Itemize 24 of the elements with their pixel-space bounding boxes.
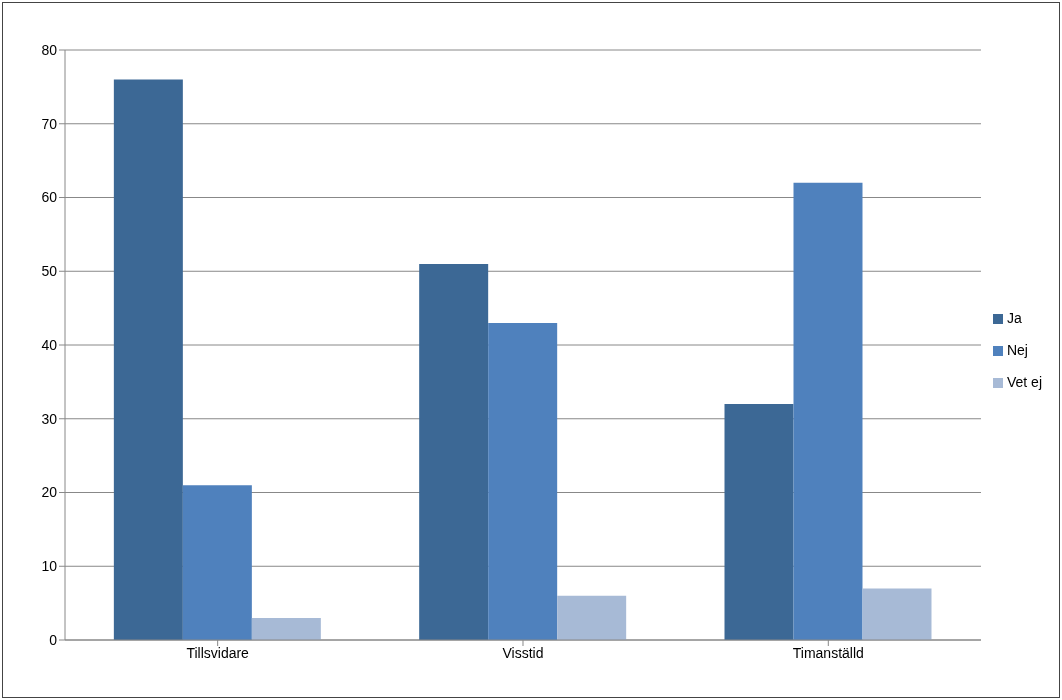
y-tick-label: 0 bbox=[49, 631, 58, 648]
y-tick-label: 20 bbox=[41, 484, 58, 501]
y-tick-label: 60 bbox=[41, 189, 58, 206]
bar bbox=[724, 404, 794, 640]
y-tick-label: 30 bbox=[41, 410, 58, 427]
y-tick-label: 70 bbox=[41, 115, 58, 132]
x-tick-label: Tillsvidare bbox=[186, 644, 250, 661]
bar bbox=[862, 588, 932, 640]
bar bbox=[488, 322, 558, 640]
bar bbox=[793, 182, 863, 640]
y-tick-label: 50 bbox=[41, 263, 58, 280]
bar bbox=[182, 485, 252, 640]
legend-label: Nej bbox=[1006, 342, 1028, 358]
legend-label: Vet ej bbox=[1006, 374, 1042, 390]
y-tick-label: 80 bbox=[41, 41, 58, 58]
y-tick-label: 10 bbox=[41, 558, 58, 575]
x-tick-label: Timanställd bbox=[792, 644, 864, 661]
legend-label: Ja bbox=[1006, 310, 1022, 326]
y-tick-label: 40 bbox=[41, 336, 58, 353]
bar bbox=[557, 595, 627, 640]
bar bbox=[113, 79, 183, 640]
x-tick-label: Visstid bbox=[502, 644, 544, 661]
bar bbox=[251, 617, 321, 640]
bar bbox=[419, 263, 489, 640]
